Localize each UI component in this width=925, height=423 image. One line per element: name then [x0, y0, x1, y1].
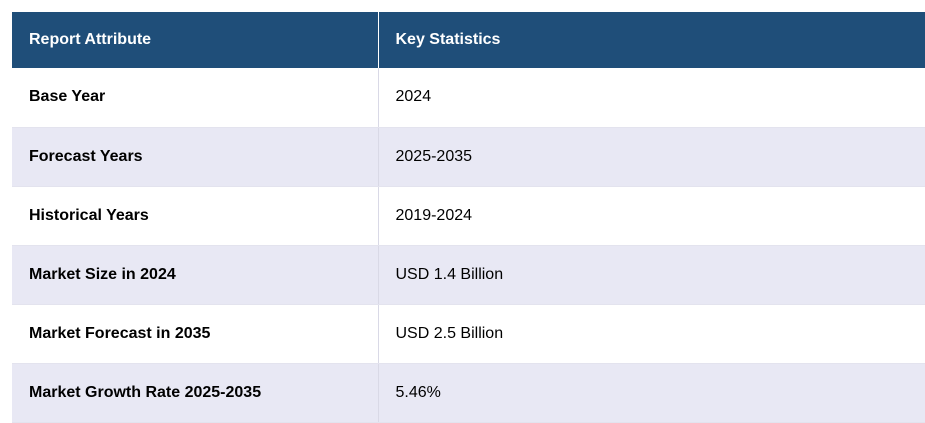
header-report-attribute: Report Attribute — [12, 12, 379, 68]
table-row: Market Size in 2024 USD 1.4 Billion — [12, 245, 925, 305]
row-value: 2025-2035 — [378, 127, 925, 187]
header-key-statistics: Key Statistics — [378, 12, 925, 68]
row-attribute: Market Growth Rate 2025-2035 — [12, 363, 379, 423]
row-value: 5.46% — [378, 363, 925, 423]
row-attribute: Forecast Years — [12, 127, 379, 187]
report-statistics-table: Report Attribute Key Statistics Base Yea… — [12, 12, 925, 423]
row-value: 2019-2024 — [378, 186, 925, 246]
table-row: Base Year 2024 — [12, 68, 925, 128]
row-value: USD 2.5 Billion — [378, 304, 925, 364]
row-value: 2024 — [378, 68, 925, 128]
row-attribute: Market Size in 2024 — [12, 245, 379, 305]
table-row: Market Growth Rate 2025-2035 5.46% — [12, 363, 925, 423]
table-row: Forecast Years 2025-2035 — [12, 127, 925, 187]
row-value: USD 1.4 Billion — [378, 245, 925, 305]
table-row: Market Forecast in 2035 USD 2.5 Billion — [12, 304, 925, 364]
row-attribute: Historical Years — [12, 186, 379, 246]
row-attribute: Market Forecast in 2035 — [12, 304, 379, 364]
table-row: Historical Years 2019-2024 — [12, 186, 925, 246]
row-attribute: Base Year — [12, 68, 379, 128]
table-header-row: Report Attribute Key Statistics — [12, 12, 925, 68]
report-table-container: Report Attribute Key Statistics Base Yea… — [12, 12, 925, 423]
